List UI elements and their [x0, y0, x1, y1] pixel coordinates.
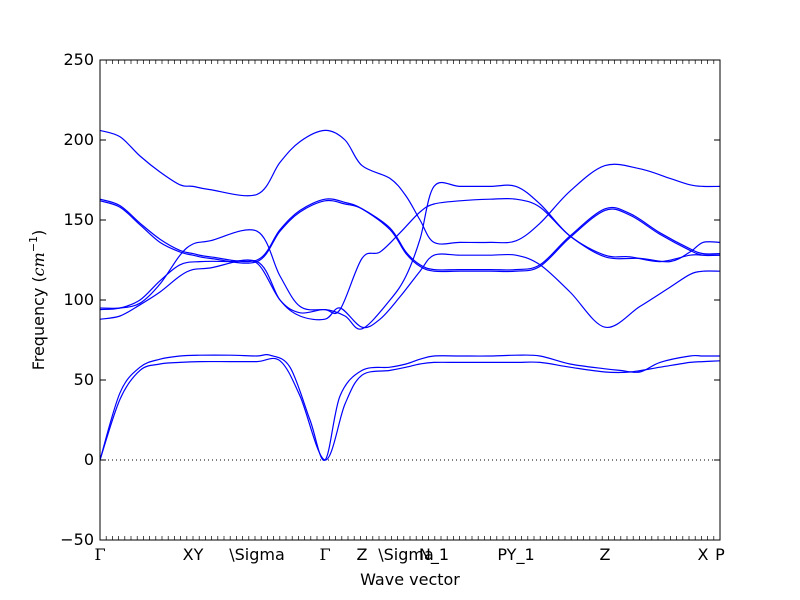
- x-tick-label: PY_1: [497, 545, 534, 565]
- band-line-1: [100, 357, 720, 461]
- y-tick-label: −50: [60, 530, 94, 549]
- band-line-7: [100, 129, 720, 245]
- ticks-layer: [99, 59, 720, 541]
- y-axis-label-exponent: −1: [27, 236, 40, 252]
- plot-frame: [99, 59, 721, 541]
- x-axis-label: Wave vector: [360, 570, 460, 589]
- x-tick-label: N_1: [419, 545, 449, 565]
- y-tick-label: 150: [63, 210, 94, 229]
- y-axis-label-close: ): [29, 230, 48, 236]
- y-tick-label: 50: [74, 370, 94, 389]
- band-line-8: [100, 181, 720, 330]
- y-tick-label: 100: [63, 290, 94, 309]
- y-tick-label: 0: [84, 450, 94, 469]
- x-tick-label: Z: [357, 545, 368, 564]
- x-tick-label: Γ: [319, 545, 330, 564]
- y-tick-labels: −50 0 50 100 150 200 250: [60, 50, 94, 549]
- x-tick-label: Γ: [94, 545, 105, 564]
- bands-layer: [100, 129, 720, 461]
- band-line-6: [100, 198, 720, 273]
- x-tick-label: \Sigma: [229, 545, 285, 564]
- x-tick-label: P: [715, 545, 725, 564]
- x-tick-label: X: [698, 545, 709, 564]
- band-line-5: [100, 199, 720, 271]
- y-axis-label-text: Frequency (: [29, 276, 48, 370]
- x-tick-label: \Sigma: [378, 545, 434, 564]
- x-tick-label: Z: [600, 545, 611, 564]
- y-axis-label: Frequency (cm−1): [27, 230, 48, 371]
- y-axis-label-unit: cm: [29, 252, 48, 276]
- y-tick-label: 200: [63, 130, 94, 149]
- band-line-4: [100, 197, 720, 315]
- band-line-2: [100, 353, 720, 461]
- band-line-3: [100, 253, 720, 329]
- y-tick-label: 250: [63, 50, 94, 69]
- x-tick-label: XY: [183, 545, 204, 564]
